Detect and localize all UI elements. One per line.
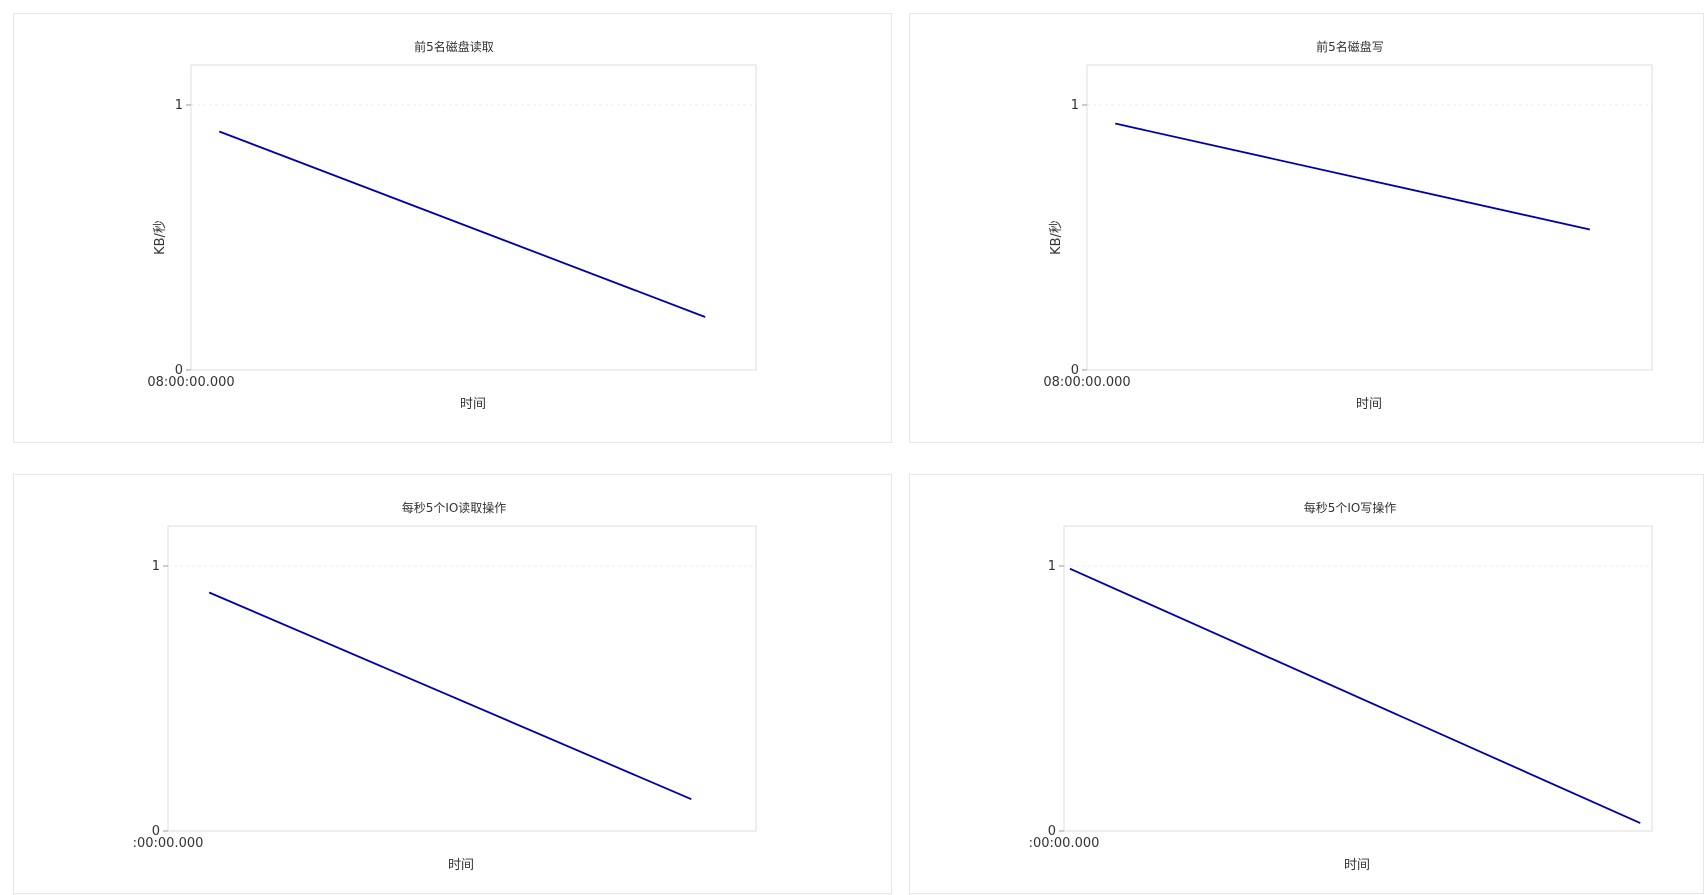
y-tick-label-1: 1	[175, 98, 183, 113]
chart-title: 前5名磁盘写	[1316, 39, 1384, 54]
y-tick-label-0: 0	[152, 824, 160, 839]
y-tick-label-0: 0	[1048, 824, 1056, 839]
plot-area	[1063, 525, 1653, 832]
plot-area	[167, 525, 757, 832]
y-axis-label: KB/秒	[153, 220, 168, 255]
chart-title: 前5名磁盘读取	[414, 39, 494, 54]
chart-svg: 每秒5个IO写操作 1 0 :00:00.000 时间	[1029, 500, 1653, 873]
x-axis-label: 时间	[448, 858, 474, 873]
y-tick-label-1: 1	[152, 559, 160, 574]
chart-panel-disk-write: 前5名磁盘写 1 0 08:00:00.000 时间 KB/秒	[909, 13, 1704, 443]
plot-area	[190, 64, 757, 371]
x-tick-label: :00:00.000	[133, 836, 204, 851]
y-axis-label: KB/秒	[1049, 220, 1064, 255]
series-group	[218, 130, 706, 318]
x-tick-label: 08:00:00.000	[147, 375, 234, 390]
x-tick-label: :00:00.000	[1029, 836, 1100, 851]
series-line-0	[1115, 122, 1591, 231]
series-group	[1115, 122, 1591, 231]
chart-title: 每秒5个IO读取操作	[402, 500, 507, 515]
chart-svg: 前5名磁盘写 1 0 08:00:00.000 时间 KB/秒	[1043, 39, 1653, 412]
chart-svg: 前5名磁盘读取 1 0 08:00:00.000 时间 KB/秒	[147, 39, 757, 412]
y-tick-label-1: 1	[1071, 98, 1079, 113]
chart-title: 每秒5个IO写操作	[1304, 500, 1397, 515]
series-line-0	[218, 130, 706, 318]
series-group	[208, 591, 692, 801]
chart-panel-io-read: 每秒5个IO读取操作 1 0 :00:00.000 时间	[13, 474, 892, 894]
series-group	[1069, 567, 1641, 824]
chart-panel-io-write: 每秒5个IO写操作 1 0 :00:00.000 时间	[909, 474, 1704, 894]
y-tick-label-0: 0	[1071, 363, 1079, 378]
x-tick-label: 08:00:00.000	[1043, 375, 1130, 390]
x-axis-label: 时间	[1344, 858, 1370, 873]
y-tick-label-0: 0	[175, 363, 183, 378]
x-axis-label: 时间	[460, 397, 486, 412]
series-line-0	[1069, 567, 1641, 824]
plot-area	[1086, 64, 1653, 371]
chart-panel-disk-read: 前5名磁盘读取 1 0 08:00:00.000 时间 KB/秒	[13, 13, 892, 443]
y-tick-label-1: 1	[1048, 559, 1056, 574]
series-line-0	[208, 591, 692, 801]
x-axis-label: 时间	[1356, 397, 1382, 412]
chart-svg: 每秒5个IO读取操作 1 0 :00:00.000 时间	[133, 500, 757, 873]
